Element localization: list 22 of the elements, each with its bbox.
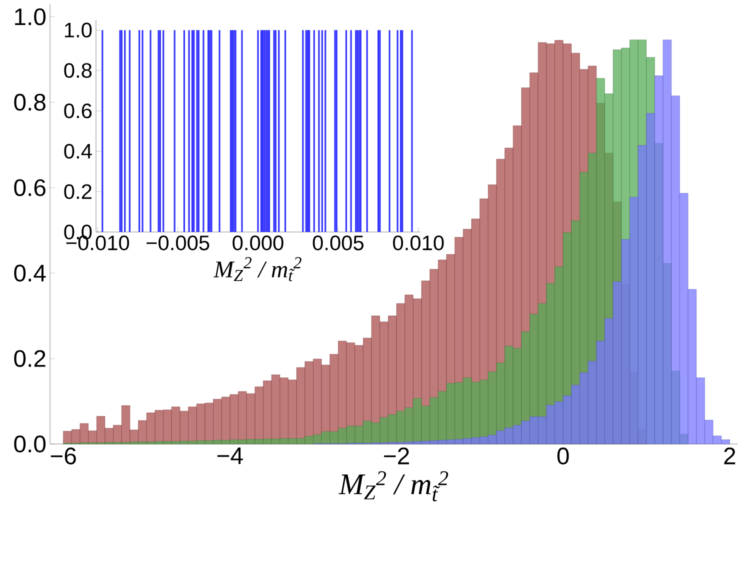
x-axis-title: M$_{Z}$$^{2}$ / m$_{t̃}$2 xyxy=(338,471,448,502)
y-tick-label: 0.6 xyxy=(64,103,92,118)
x-tick-label: 0.005 xyxy=(312,236,364,250)
x-tick-label: −2 xyxy=(384,448,409,464)
y-tick-label: 0.2 xyxy=(64,184,92,200)
y-tick-label: 0.8 xyxy=(64,63,92,78)
y-tick-label: 0.4 xyxy=(14,264,46,282)
x-tick-label: −4 xyxy=(217,448,243,464)
x-tick-label: −0.005 xyxy=(146,236,210,250)
x-tick-label: 0.010 xyxy=(393,236,444,250)
y-tick-label: 0.4 xyxy=(64,144,92,159)
x-tick-label: 0 xyxy=(557,448,569,464)
x-tick-label: −6 xyxy=(50,448,76,464)
y-tick-label: 0.8 xyxy=(14,94,46,111)
y-tick-label: 0.2 xyxy=(14,350,46,368)
x-tick-label: 2 xyxy=(724,448,736,464)
y-tick-label: 1.0 xyxy=(64,22,92,38)
x-axis-title: M$_{Z}$$^{2}$ / m$_{t̃}$2 xyxy=(213,257,302,282)
x-tick-label: 0.000 xyxy=(232,236,284,250)
y-tick-label: 0.6 xyxy=(14,179,46,196)
y-tick-label: 1.0 xyxy=(15,8,46,26)
y-tick-label: 0.0 xyxy=(14,436,46,452)
